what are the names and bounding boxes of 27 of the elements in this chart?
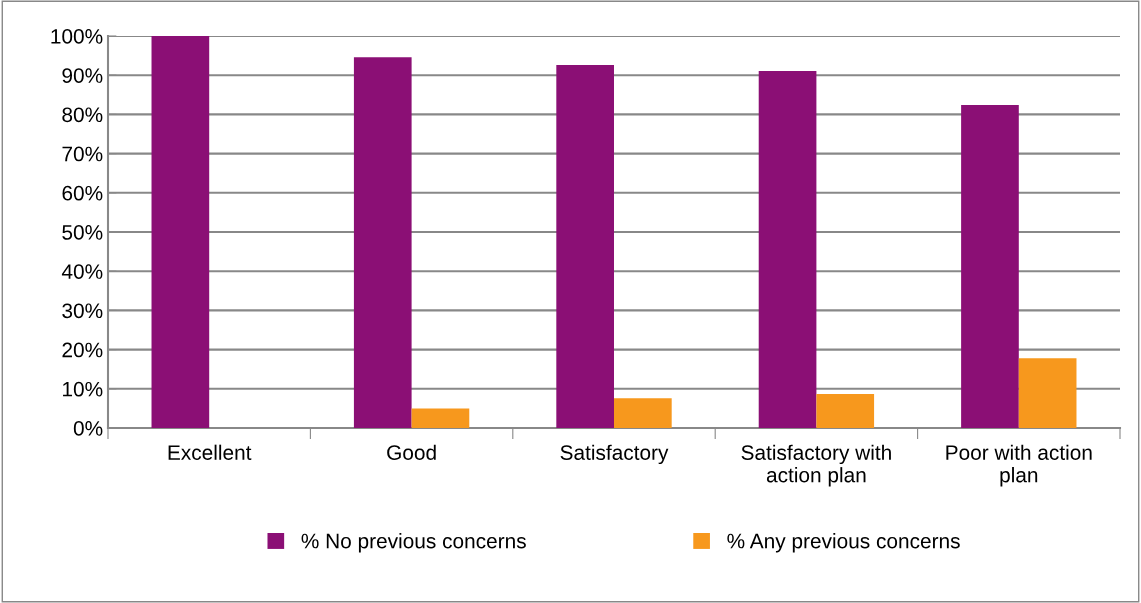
y-tick-label: 0% — [73, 421, 103, 436]
y-tick-label: 60% — [62, 185, 103, 201]
bar — [151, 36, 210, 428]
bar — [961, 104, 1019, 428]
legend-label: % No previous concerns — [301, 533, 526, 553]
y-tick-label: 90% — [62, 68, 103, 83]
y-tick-label: 70% — [62, 146, 103, 162]
bar — [411, 408, 470, 428]
y-tick-label: 100% — [51, 29, 103, 44]
y-tick-label: 80% — [62, 107, 103, 123]
bar — [1018, 358, 1077, 428]
bar — [556, 65, 614, 428]
bar — [614, 398, 672, 428]
x-tick-label: Satisfactory — [560, 444, 669, 465]
y-tick-label: 50% — [62, 225, 103, 240]
y-tick-label: 10% — [63, 381, 103, 397]
x-tick-label: Excellent — [168, 444, 252, 460]
x-tick-label: Poor with action plan — [946, 444, 1092, 487]
x-tick-label: Good — [387, 444, 436, 460]
legend-label: % Any previous concerns — [727, 533, 960, 553]
y-tick-label: 20% — [62, 342, 103, 358]
bar — [816, 393, 875, 428]
bar — [758, 70, 817, 428]
y-tick-label: 30% — [62, 303, 103, 319]
x-tick-label: Satisfactory with action plan — [741, 444, 891, 487]
bar — [353, 57, 412, 428]
y-tick-label: 40% — [61, 264, 103, 279]
